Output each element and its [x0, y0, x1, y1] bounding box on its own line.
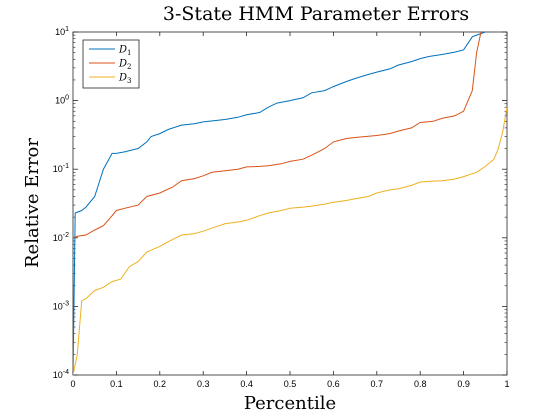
y-tick-label: 10-4	[53, 369, 69, 380]
x-tick-label: 0.8	[414, 379, 427, 389]
y-tick-label: 10-3	[53, 300, 69, 311]
y-tick-label: 10-2	[53, 232, 69, 243]
x-tick-label: 0.3	[197, 379, 210, 389]
y-tick-label: 10-1	[53, 163, 69, 174]
x-axis-label: Percentile	[244, 393, 336, 414]
x-tick-label: 0.4	[240, 379, 253, 389]
legend-box	[82, 39, 140, 89]
series-layer	[73, 32, 507, 375]
plot-area	[72, 31, 508, 376]
x-tick-label: 0.7	[371, 379, 384, 389]
legend-label-1: D1	[118, 45, 132, 58]
legend-label-3: D3	[118, 73, 132, 86]
x-tick-label: 0.2	[154, 379, 167, 389]
x-tick-label: 0.6	[327, 379, 340, 389]
y-axis-label: Relative Error	[22, 138, 43, 268]
y-tick-label: 101	[55, 26, 69, 37]
x-tick-label: 0.1	[110, 379, 123, 389]
series-line-1	[73, 32, 486, 375]
series-line-2	[73, 32, 482, 239]
x-tick-label: 1	[504, 379, 509, 389]
y-axis: 10-4 10-3 10-2 10-1 100 101	[53, 26, 507, 380]
y-tick-label: 100	[55, 95, 69, 106]
x-axis: 0 0.1 0.2 0.3 0.4 0.5 0.6 0.7 0.8 0.9 1	[70, 32, 510, 389]
x-tick-label: 0.5	[284, 379, 297, 389]
legend-label-2: D2	[118, 59, 132, 72]
x-tick-label: 0.9	[457, 379, 470, 389]
series-line-3	[73, 107, 507, 375]
chart-title: 3-State HMM Parameter Errors	[163, 3, 469, 25]
x-tick-label: 0	[70, 379, 75, 389]
